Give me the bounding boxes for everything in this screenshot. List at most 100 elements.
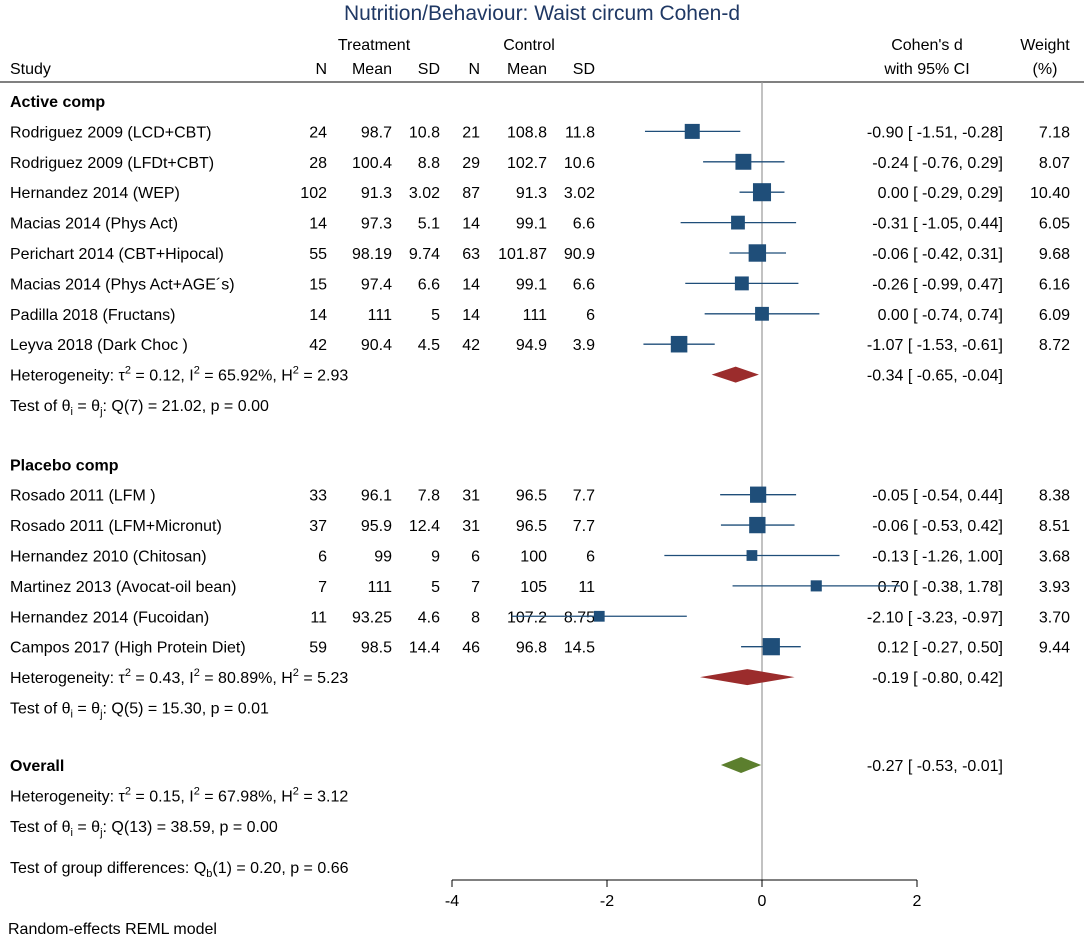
group-1-study-8-marker [670, 335, 688, 353]
overall-ci: -0.27 [ -0.53, -0.01] [867, 758, 1003, 775]
group-2-study-2-treatment-n: 37 [309, 518, 327, 535]
header-weight-unit: (%) [1033, 61, 1058, 78]
group-1-study-4-label: Macias 2014 (Phys Act) [10, 216, 178, 233]
header-weight-label: Weight [1020, 37, 1070, 54]
group-1-study-3-treatment-n: 102 [300, 185, 327, 202]
group-1-study-2-marker [735, 153, 752, 170]
group-1-study-8-weight: 8.72 [1039, 337, 1070, 354]
group-2-study-1-label: Rosado 2011 (LFM ) [10, 488, 156, 505]
group-1-study-5-treatment-sd: 9.74 [409, 246, 440, 263]
group-2-study-4-treatment-sd: 5 [431, 579, 440, 596]
group-2-study-6-treatment-n: 59 [309, 640, 327, 657]
group-2-study-6-effect-ci: 0.12 [ -0.27, 0.50] [878, 640, 1003, 657]
group-1-study-6-treatment-sd: 6.6 [418, 276, 440, 293]
group-2-study-6-treatment-sd: 14.4 [409, 640, 440, 657]
group-2-study-4-marker [810, 580, 822, 592]
group-1-study-4-control-mean: 99.1 [516, 216, 547, 233]
group-1-study-3-treatment-mean: 91.3 [361, 185, 392, 202]
group-2-study-4-control-sd: 11 [578, 579, 595, 596]
group-2-study-2-treatment-mean: 95.9 [361, 518, 392, 535]
group-1-heterogeneity: Heterogeneity: τ2 = 0.12, I2 = 65.92%, H… [10, 365, 348, 385]
group-1-study-5-label: Perichart 2014 (CBT+Hipocal) [10, 246, 224, 263]
group-2-study-4-effect-ci: 0.70 [ -0.38, 1.78] [878, 579, 1003, 596]
group-2-study-4-treatment-n: 7 [318, 579, 327, 596]
group-2-summary-ci: -0.19 [ -0.80, 0.42] [872, 670, 1003, 687]
group-2-study-2-marker [749, 516, 766, 534]
group-1-study-8-control-mean: 94.9 [516, 337, 547, 354]
group-2-study-3-label: Hernandez 2010 (Chitosan) [10, 548, 207, 565]
group-2-study-6-control-n: 46 [462, 640, 480, 657]
group-1-study-7-treatment-mean: 111 [368, 307, 392, 324]
group-1-study-4-marker [731, 215, 745, 230]
group-1-study-4-control-n: 14 [462, 216, 480, 233]
group-2-study-5-weight: 3.70 [1039, 609, 1070, 626]
group-1-study-7-effect-ci: 0.00 [ -0.74, 0.74] [878, 307, 1003, 324]
group-2-study-2-weight: 8.51 [1039, 518, 1070, 535]
group-differences-test: Test of group differences: Qb(1) = 0.20,… [10, 860, 349, 880]
group-1-study-2-effect-ci: -0.24 [ -0.76, 0.29] [872, 155, 1003, 172]
group-1-study-4-treatment-mean: 97.3 [361, 216, 392, 233]
header-control-n: N [468, 61, 480, 78]
chart-title: Nutrition/Behaviour: Waist circum Cohen-… [344, 2, 740, 25]
group-2-study-1-control-mean: 96.5 [516, 488, 547, 505]
group-1-study-7-control-sd: 6 [586, 307, 595, 324]
x-axis-tick-label-1: -4 [445, 893, 459, 910]
group-2-study-1-control-sd: 7.7 [573, 488, 595, 505]
header-treatment-n: N [315, 61, 327, 78]
group-1-study-1-weight: 7.18 [1039, 124, 1070, 141]
group-2-summary-diamond [700, 669, 795, 686]
group-2-study-1-effect-ci: -0.05 [ -0.54, 0.44] [872, 488, 1003, 505]
group-1-study-6-marker [734, 276, 749, 291]
header-effect-ci-label: with 95% CI [883, 61, 969, 78]
group-2-study-3-effect-ci: -0.13 [ -1.26, 1.00] [872, 548, 1003, 565]
group-2-study-5-treatment-mean: 93.25 [352, 609, 392, 626]
group-1-study-3-control-n: 87 [462, 185, 480, 202]
group-1-study-6-control-n: 14 [462, 276, 480, 293]
group-1-study-1-control-sd: 11.8 [565, 124, 595, 141]
group-2-study-5-control-n: 8 [471, 609, 480, 626]
group-2-study-2-control-mean: 96.5 [516, 518, 547, 535]
group-2-study-2-control-n: 31 [462, 518, 480, 535]
group-2-study-4-weight: 3.93 [1039, 579, 1070, 596]
group-1-study-7-label: Padilla 2018 (Fructans) [10, 307, 175, 324]
group-1-study-6-control-mean: 99.1 [516, 276, 547, 293]
group-1-study-2-treatment-mean: 100.4 [352, 155, 392, 172]
group-2-study-6-control-sd: 14.5 [564, 640, 595, 657]
group-2-study-2-effect-ci: -0.06 [ -0.53, 0.42] [872, 518, 1003, 535]
group-1-study-3-effect-ci: 0.00 [ -0.29, 0.29] [878, 185, 1003, 202]
group-2-study-3-weight: 3.68 [1039, 548, 1070, 565]
group-2-study-5-marker [593, 610, 605, 622]
group-1-study-1-marker [684, 123, 700, 139]
group-1-study-4-effect-ci: -0.31 [ -1.05, 0.44] [872, 216, 1003, 233]
group-2-study-5-effect-ci: -2.10 [ -3.23, -0.97] [867, 609, 1003, 626]
footnote-model: Random-effects REML model [8, 921, 217, 938]
group-2-study-1-marker [750, 486, 767, 503]
group-1-study-5-treatment-n: 55 [309, 246, 327, 263]
group-2-study-6-marker [762, 638, 780, 656]
group-1-study-8-effect-ci: -1.07 [ -1.53, -0.61] [867, 337, 1003, 354]
group-1-study-5-marker [748, 244, 767, 262]
group-1-study-2-control-sd: 10.6 [564, 155, 595, 172]
group-1-study-7-marker [755, 306, 769, 321]
group-1-heading: Active comp [10, 94, 105, 111]
group-1-study-8-treatment-sd: 4.5 [418, 337, 440, 354]
group-1-study-6-control-sd: 6.6 [573, 276, 595, 293]
group-1-study-3-treatment-sd: 3.02 [409, 185, 440, 202]
group-1-study-1-control-n: 21 [462, 124, 480, 141]
group-2-study-6-label: Campos 2017 (High Protein Diet) [10, 640, 246, 657]
header-treatment: Treatment [338, 37, 411, 54]
group-2-study-5-control-mean: 107.2 [507, 609, 547, 626]
group-2-homogeneity-test: Test of θi = θj: Q(5) = 15.30, p = 0.01 [10, 700, 269, 720]
group-1-study-3-label: Hernandez 2014 (WEP) [10, 185, 180, 202]
x-axis-tick-label-4: 2 [913, 893, 922, 910]
group-2-heading: Placebo comp [10, 457, 119, 474]
group-1-study-5-weight: 9.68 [1039, 246, 1070, 263]
group-1-study-7-weight: 6.09 [1039, 307, 1070, 324]
group-1-study-5-effect-ci: -0.06 [ -0.42, 0.31] [872, 246, 1003, 263]
group-2-study-2-treatment-sd: 12.4 [409, 518, 440, 535]
group-1-study-6-weight: 6.16 [1039, 276, 1070, 293]
group-1-study-6-label: Macias 2014 (Phys Act+AGE´s) [10, 276, 235, 293]
group-2-study-5-treatment-sd: 4.6 [418, 609, 440, 626]
group-2-study-5-label: Hernandez 2014 (Fucoidan) [10, 609, 209, 626]
